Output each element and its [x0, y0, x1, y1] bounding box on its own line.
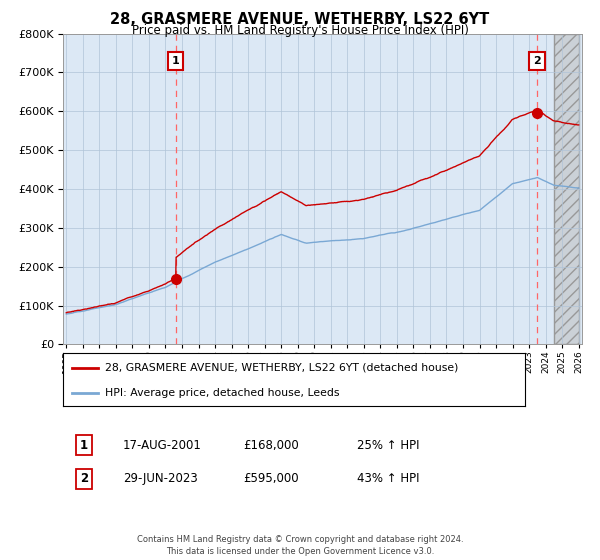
Text: 2: 2 — [533, 56, 541, 66]
Text: £595,000: £595,000 — [243, 472, 299, 486]
Text: 28, GRASMERE AVENUE, WETHERBY, LS22 6YT: 28, GRASMERE AVENUE, WETHERBY, LS22 6YT — [110, 12, 490, 27]
Text: 28, GRASMERE AVENUE, WETHERBY, LS22 6YT (detached house): 28, GRASMERE AVENUE, WETHERBY, LS22 6YT … — [104, 363, 458, 373]
Text: 43% ↑ HPI: 43% ↑ HPI — [357, 472, 419, 486]
Text: £168,000: £168,000 — [243, 438, 299, 452]
Text: Price paid vs. HM Land Registry's House Price Index (HPI): Price paid vs. HM Land Registry's House … — [131, 24, 469, 36]
Text: 17-AUG-2001: 17-AUG-2001 — [123, 438, 202, 452]
Bar — [554, 34, 578, 344]
Text: 1: 1 — [80, 438, 88, 452]
Text: Contains HM Land Registry data © Crown copyright and database right 2024.
This d: Contains HM Land Registry data © Crown c… — [137, 535, 463, 556]
Text: 29-JUN-2023: 29-JUN-2023 — [123, 472, 198, 486]
Text: 25% ↑ HPI: 25% ↑ HPI — [357, 438, 419, 452]
Bar — [554, 34, 578, 344]
Text: 2: 2 — [80, 472, 88, 486]
Text: HPI: Average price, detached house, Leeds: HPI: Average price, detached house, Leed… — [104, 388, 339, 398]
Text: 1: 1 — [172, 56, 179, 66]
